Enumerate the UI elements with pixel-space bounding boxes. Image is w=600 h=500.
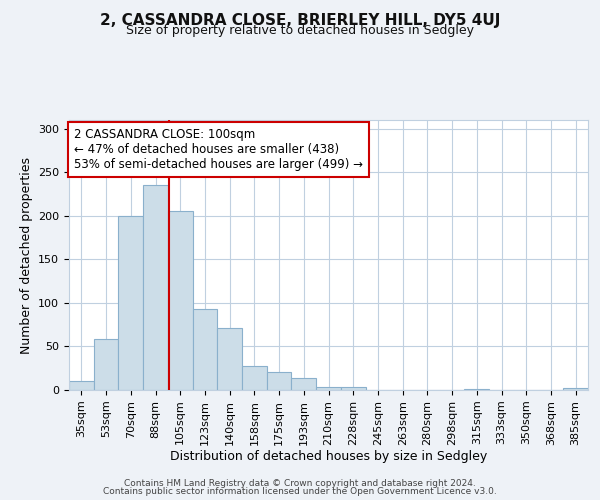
Text: Contains HM Land Registry data © Crown copyright and database right 2024.: Contains HM Land Registry data © Crown c… <box>124 478 476 488</box>
Bar <box>563 388 588 390</box>
Bar <box>94 338 118 390</box>
Bar <box>341 386 365 390</box>
Bar <box>69 382 94 390</box>
Y-axis label: Number of detached properties: Number of detached properties <box>20 156 32 354</box>
Text: 2 CASSANDRA CLOSE: 100sqm
← 47% of detached houses are smaller (438)
53% of semi: 2 CASSANDRA CLOSE: 100sqm ← 47% of detac… <box>74 128 363 171</box>
Bar <box>168 212 193 390</box>
Bar <box>267 372 292 390</box>
Text: 2, CASSANDRA CLOSE, BRIERLEY HILL, DY5 4UJ: 2, CASSANDRA CLOSE, BRIERLEY HILL, DY5 4… <box>100 12 500 28</box>
Bar <box>193 309 217 390</box>
Bar <box>242 366 267 390</box>
Bar <box>143 186 168 390</box>
Bar <box>292 378 316 390</box>
Text: Contains public sector information licensed under the Open Government Licence v3: Contains public sector information licen… <box>103 487 497 496</box>
X-axis label: Distribution of detached houses by size in Sedgley: Distribution of detached houses by size … <box>170 450 487 464</box>
Bar <box>316 386 341 390</box>
Text: Size of property relative to detached houses in Sedgley: Size of property relative to detached ho… <box>126 24 474 37</box>
Bar <box>217 328 242 390</box>
Bar <box>118 216 143 390</box>
Bar <box>464 389 489 390</box>
